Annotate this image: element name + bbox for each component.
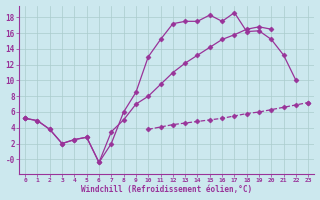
X-axis label: Windchill (Refroidissement éolien,°C): Windchill (Refroidissement éolien,°C) bbox=[81, 185, 252, 194]
